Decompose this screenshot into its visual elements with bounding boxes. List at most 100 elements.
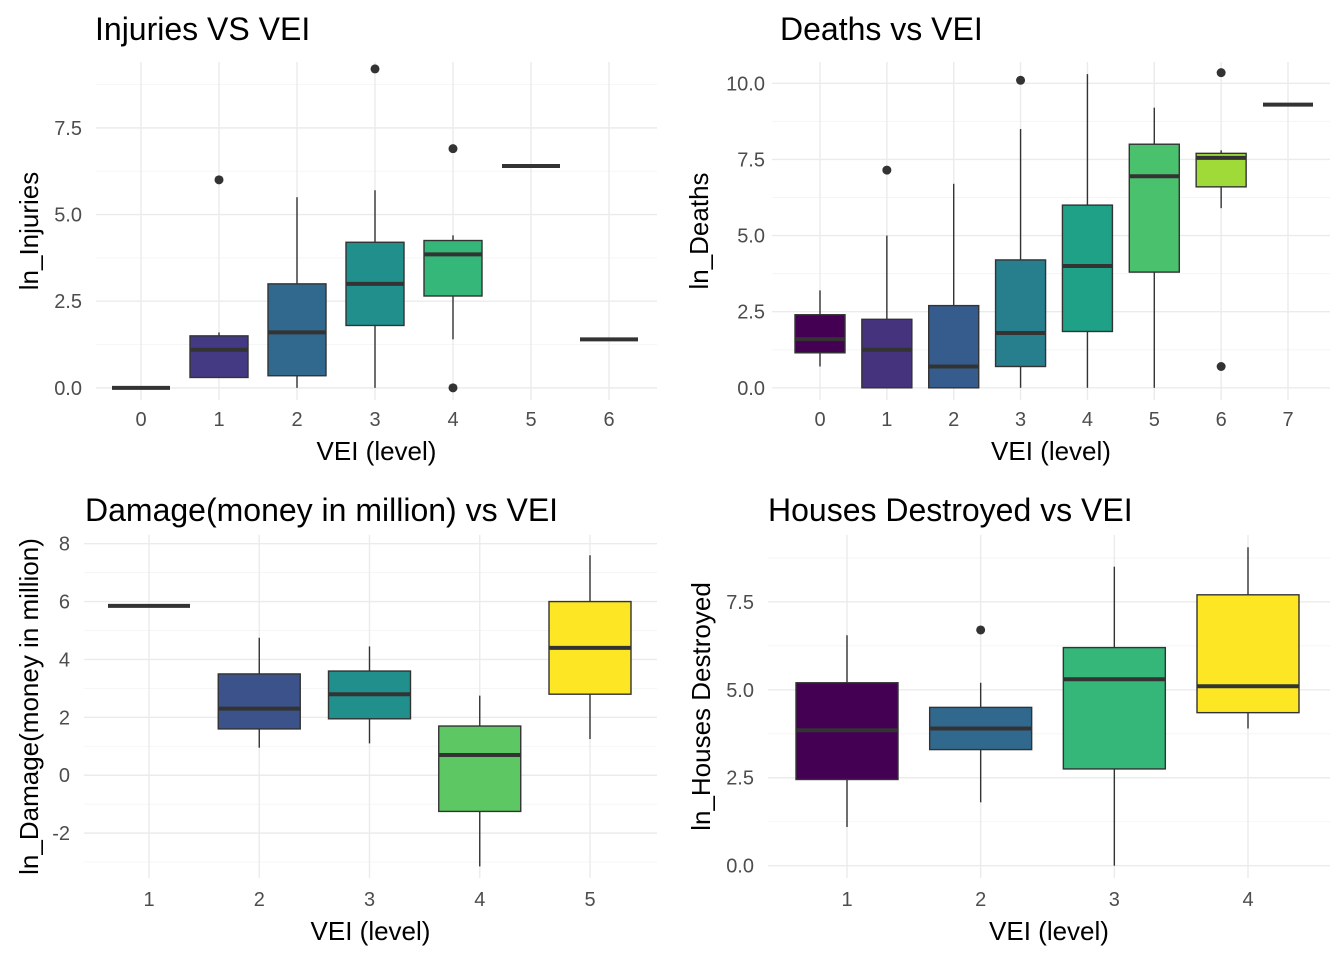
x-tick-label: 3 [1109, 889, 1120, 911]
y-tick-label: 5.0 [54, 205, 82, 227]
y-tick-label: 5.0 [726, 680, 754, 702]
chart-panel-2: 0.0 2.5 5.0 7.5 10.0 0 1 2 3 4 5 6 7 Deaths vs VEI VEI… [684, 11, 1330, 466]
x-tick-label: 4 [474, 889, 485, 911]
box-vei-5 [548, 555, 632, 740]
y-axis-title: ln_Deaths [684, 172, 714, 289]
box-vei-1 [795, 635, 899, 827]
chart-panel-4: 0.0 2.5 5.0 7.5 1 2 3 4 Houses Destroyed vs VEI V… [686, 492, 1330, 946]
y-tick-label: 0.0 [737, 378, 765, 400]
x-tick-label: 3 [1015, 409, 1026, 431]
y-tick-label: 6 [59, 592, 70, 614]
outlier-point [976, 625, 986, 635]
box-vei-3 [994, 75, 1047, 388]
box-iqr [217, 673, 301, 730]
x-tick-label: 5 [584, 889, 595, 911]
y-tick-label: 4 [59, 649, 70, 671]
box-vei-4 [438, 695, 522, 867]
box-iqr [928, 304, 980, 389]
x-tick-label: 0 [135, 409, 146, 431]
x-tick-label: 1 [881, 409, 892, 431]
y-tick-label: 0.0 [726, 856, 754, 878]
outlier-point [882, 165, 892, 175]
y-tick-label: 7.5 [54, 118, 82, 140]
y-tick-label: 0 [59, 765, 70, 787]
chart-title: Damage(money in million) vs VEI [85, 492, 558, 528]
outlier-point [370, 64, 380, 74]
x-tick-label: 3 [364, 889, 375, 911]
box-vei-2 [217, 637, 301, 748]
chart-title: Deaths vs VEI [780, 11, 983, 47]
y-axis-title: ln_Injuries [14, 172, 44, 291]
box-vei-2 [928, 625, 1033, 803]
x-tick-label: 4 [447, 409, 458, 431]
box-vei-1 [861, 165, 913, 389]
box-iqr [794, 314, 846, 354]
x-axis-title: VEI (level) [317, 436, 437, 466]
y-tick-label: 2.5 [54, 291, 82, 313]
y-tick-label: 7.5 [726, 592, 754, 614]
box-iqr [1061, 204, 1114, 333]
x-tick-label: 7 [1282, 409, 1293, 431]
x-tick-label: 6 [1216, 409, 1227, 431]
chart-title: Houses Destroyed vs VEI [768, 492, 1133, 528]
y-tick-label: 2.5 [737, 302, 765, 324]
box-iqr [1128, 143, 1180, 273]
box-iqr [1062, 646, 1167, 770]
x-tick-label: 5 [525, 409, 536, 431]
x-tick-label: 6 [603, 409, 614, 431]
x-tick-label: 0 [814, 409, 825, 431]
box-iqr [189, 335, 249, 379]
box-vei-0 [794, 290, 846, 367]
chart-panel-3: -2 0 2 4 6 8 1 2 3 4 5 Damage(money in million) vs … [14, 492, 657, 946]
y-tick-label: 5.0 [737, 226, 765, 248]
box-iqr [267, 283, 327, 377]
y-axis-title: ln_Damage(money in million) [14, 538, 44, 875]
y-tick-label: 10.0 [726, 73, 765, 95]
x-tick-label: 2 [291, 409, 302, 431]
x-tick-label: 1 [841, 889, 852, 911]
box-iqr [1196, 594, 1300, 714]
box-vei-4 [1061, 74, 1114, 388]
box-vei-3 [327, 646, 412, 744]
box-iqr [438, 725, 522, 813]
y-tick-label: 7.5 [737, 149, 765, 171]
box-vei-2 [928, 183, 980, 389]
outlier-point [214, 175, 224, 185]
chart-panel-1: 0.0 2.5 5.0 7.5 0 1 2 3 4 5 6 Injuries VS VEI VEI (l… [14, 11, 657, 466]
x-tick-label: 2 [975, 889, 986, 911]
outlier-point [448, 144, 458, 154]
box-vei-3 [1062, 566, 1167, 866]
y-tick-label: 2.5 [726, 768, 754, 790]
x-tick-label: 5 [1149, 409, 1160, 431]
outlier-point [448, 383, 458, 393]
x-tick-label: 3 [369, 409, 380, 431]
y-tick-label: 0.0 [54, 378, 82, 400]
box-iqr [861, 318, 913, 389]
box-vei-2 [267, 197, 327, 388]
box-vei-4 [1196, 547, 1300, 729]
x-tick-label: 1 [213, 409, 224, 431]
x-axis-title: VEI (level) [991, 436, 1111, 466]
box-vei-6 [1195, 68, 1247, 372]
outlier-point [1216, 362, 1226, 372]
box-vei-5 [1128, 107, 1180, 388]
x-tick-label: 2 [254, 889, 265, 911]
chart-title: Injuries VS VEI [95, 11, 310, 47]
x-axis-title: VEI (level) [989, 916, 1109, 946]
y-tick-label: 2 [59, 707, 70, 729]
x-tick-label: 4 [1242, 889, 1253, 911]
x-tick-label: 2 [948, 409, 959, 431]
outlier-point [1016, 75, 1026, 85]
y-tick-label: 8 [59, 534, 70, 556]
box-vei-3 [345, 64, 405, 388]
y-axis-title: ln_Houses Destroyed [686, 582, 716, 831]
x-tick-label: 4 [1082, 409, 1093, 431]
box-iqr [423, 239, 483, 297]
box-vei-1 [189, 175, 249, 379]
box-vei-4 [423, 144, 483, 393]
box-iqr [994, 259, 1047, 368]
x-axis-title: VEI (level) [311, 916, 431, 946]
x-tick-label: 1 [143, 889, 154, 911]
y-tick-label: -2 [52, 823, 70, 845]
